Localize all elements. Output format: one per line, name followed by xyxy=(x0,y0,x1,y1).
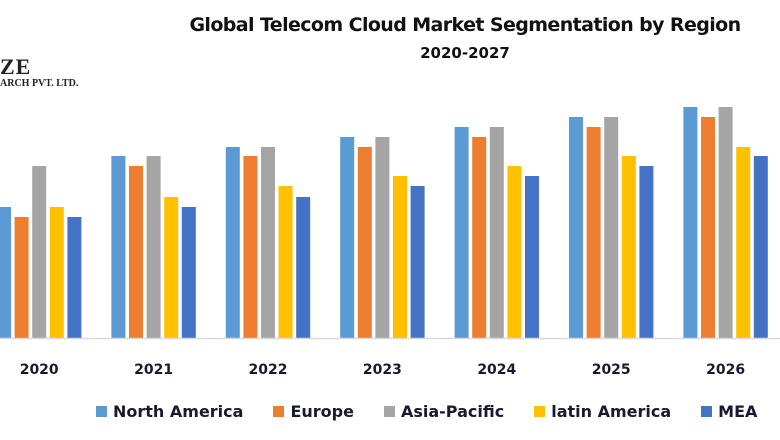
legend-swatch xyxy=(383,406,395,417)
x-tick-label: 2023 xyxy=(363,362,402,378)
legend-item-latin-america: latin America xyxy=(534,402,671,421)
legend-label: latin America xyxy=(551,402,672,421)
x-tick-label: 2026 xyxy=(706,362,745,378)
legend-label: Asia-Pacific xyxy=(400,402,505,421)
x-tick-label: 2024 xyxy=(477,362,516,378)
bar-2023-mea xyxy=(410,186,425,338)
bar-2022-europe xyxy=(243,156,258,338)
bar-2022-north-america xyxy=(225,147,240,338)
bar-2020-asia-pacific xyxy=(32,166,47,338)
bar-2025-latin-america xyxy=(621,156,636,338)
bar-2021-north-america xyxy=(111,156,126,338)
legend-label: MEA xyxy=(718,402,758,421)
legend-label: North America xyxy=(113,402,244,421)
legend-swatch xyxy=(701,406,713,417)
bar-2024-latin-america xyxy=(507,166,522,338)
chart-subtitle: 2020-2027 xyxy=(420,44,510,62)
bar-2023-europe xyxy=(357,147,372,338)
bar-2026-asia-pacific xyxy=(718,107,733,338)
chart-title: Global Telecom Cloud Market Segmentation… xyxy=(189,14,741,36)
bar-2025-europe xyxy=(586,127,601,338)
legend: North America Europe Asia-Pacific latin Ame… xyxy=(96,402,757,421)
legend-item-north-america: North America xyxy=(96,402,243,421)
legend-item-asia-pacific: Asia-Pacific xyxy=(383,402,505,421)
x-tick-label: 2022 xyxy=(249,362,288,378)
bar-2025-north-america xyxy=(569,117,583,338)
bar-2024-mea xyxy=(525,176,539,338)
bar-2023-asia-pacific xyxy=(375,137,390,338)
bar-2026-mea xyxy=(753,156,768,338)
bar-2020-north-america xyxy=(0,207,11,338)
bar-2025-mea xyxy=(639,166,654,338)
logo-text-secondary: ARCH PVT. LTD. xyxy=(0,77,79,90)
x-tick-labels: 2020 2021 2022 2023 2024 2025 2026 xyxy=(20,362,745,378)
publisher-logo: ZE ARCH PVT. LTD. xyxy=(0,56,78,89)
bar-2021-mea xyxy=(181,207,196,338)
bar-2024-asia-pacific xyxy=(489,127,504,338)
legend-swatch xyxy=(96,406,107,417)
bar-2021-latin-america xyxy=(164,197,179,338)
bar-2026-latin-america xyxy=(736,147,751,338)
bar-2021-asia-pacific xyxy=(146,156,161,338)
bar-2024-europe xyxy=(472,137,487,338)
legend-swatch xyxy=(534,406,546,417)
bar-2025-asia-pacific xyxy=(604,117,619,338)
legend-label: Europe xyxy=(290,402,354,421)
bar-2020-europe xyxy=(14,217,29,338)
bar-2023-north-america xyxy=(340,137,355,338)
legend-item-europe: Europe xyxy=(273,402,354,421)
legend-item-mea: MEA xyxy=(701,402,757,421)
bar-2021-europe xyxy=(129,166,143,338)
bar-2024-north-america xyxy=(454,127,469,338)
bar-2026-north-america xyxy=(683,107,698,338)
bar-2026-europe xyxy=(701,117,715,338)
logo-text-primary: ZE xyxy=(0,54,32,79)
x-tick-label: 2020 xyxy=(20,362,59,378)
bars-layer xyxy=(0,107,768,338)
legend-swatch xyxy=(273,406,285,417)
x-tick-label: 2025 xyxy=(592,362,631,378)
bar-2022-latin-america xyxy=(278,186,293,338)
bar-2023-latin-america xyxy=(393,176,407,338)
x-tick-label: 2021 xyxy=(134,362,173,378)
bar-2022-mea xyxy=(296,197,311,338)
bar-2020-latin-america xyxy=(49,207,64,338)
bar-2022-asia-pacific xyxy=(261,147,275,338)
bar-2020-mea xyxy=(67,217,82,338)
